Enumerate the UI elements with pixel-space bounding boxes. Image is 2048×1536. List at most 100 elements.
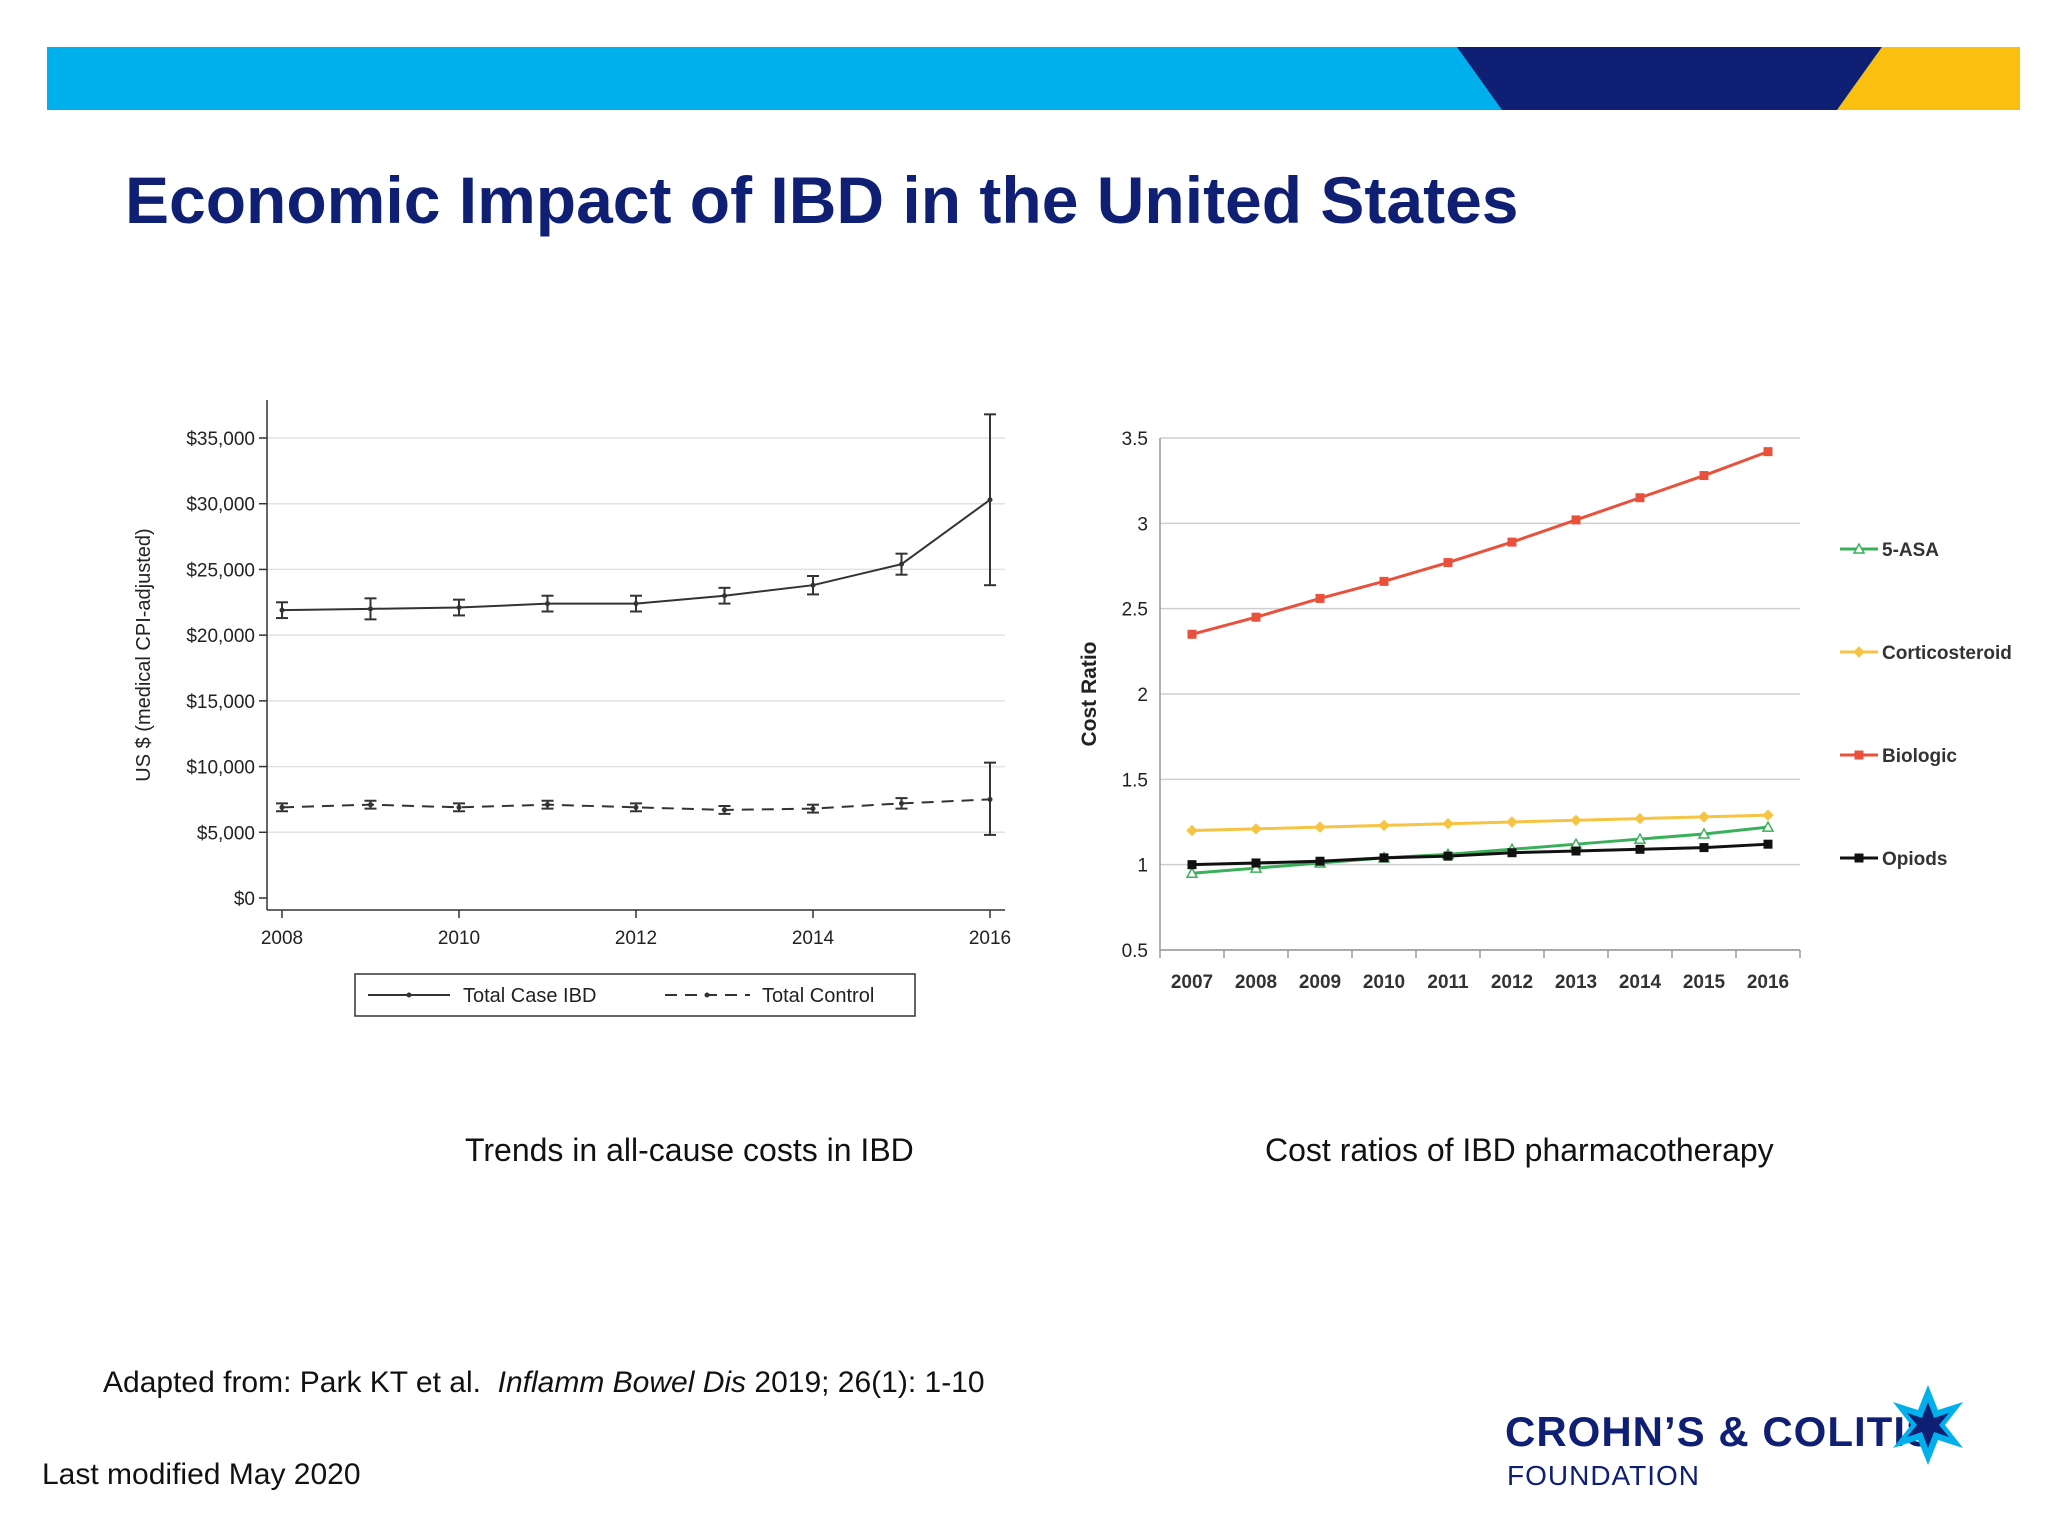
legend-item: Biologic [1840, 746, 1957, 767]
logo-star-icon [1893, 1385, 1963, 1465]
data-point [1635, 844, 1645, 854]
series-biologic [1187, 447, 1773, 639]
data-point [1187, 629, 1197, 639]
data-point [279, 804, 285, 810]
x-tick-label: 2014 [792, 928, 835, 949]
data-point [1634, 812, 1646, 825]
series-corticosteroid [1186, 809, 1774, 837]
y-axis-label: Cost Ratio [1078, 642, 1101, 747]
data-point [1570, 814, 1582, 827]
y-tick-label: $0 [234, 889, 255, 910]
x-tick-label: 2013 [1555, 972, 1597, 993]
y-tick-label: $15,000 [186, 692, 255, 713]
data-point [368, 606, 373, 612]
series-line-biologic [1191, 450, 1769, 636]
x-tick-label: 2010 [1363, 972, 1405, 993]
data-point [279, 607, 285, 613]
data-point [633, 601, 639, 607]
page-title: Economic Impact of IBD in the United Sta… [125, 163, 1519, 237]
series-line-total-control [281, 798, 991, 811]
data-point [899, 800, 904, 806]
cost-trends-chart: $0 $5,000 $10,000 $15,000 $20,000 $25,000 $30,… [133, 400, 1011, 1017]
x-tick-label: 2009 [1299, 972, 1341, 993]
x-tick-label: 2016 [1747, 972, 1789, 993]
y-tick-label: 3 [1137, 514, 1148, 535]
data-point [1507, 537, 1517, 547]
legend-label: Biologic [1882, 746, 1957, 767]
data-point [1314, 821, 1326, 833]
data-point [1761, 820, 1775, 832]
x-tick-label: 2008 [261, 928, 303, 949]
data-point [1762, 809, 1774, 821]
legend-marker [1853, 646, 1865, 658]
y-axis-label: US $ (medical CPI-adjusted) [133, 528, 155, 781]
y-tick-label: $10,000 [186, 758, 255, 779]
x-tick-label: 2007 [1171, 972, 1213, 993]
data-point [545, 601, 550, 607]
series-line-corticosteroid [1191, 813, 1769, 833]
data-point [633, 804, 639, 810]
data-point [722, 807, 727, 813]
y-tick-label: $5,000 [197, 823, 255, 844]
data-point [722, 593, 727, 599]
data-point [1571, 515, 1581, 525]
citation-journal: Inflamm Bowel Dis [497, 1366, 747, 1399]
y-tick-label: $35,000 [186, 429, 255, 450]
data-point [1443, 851, 1453, 861]
data-point [987, 497, 993, 503]
x-tick-label: 2016 [969, 928, 1011, 949]
series-line-opiods [1191, 842, 1769, 867]
data-point [1635, 493, 1645, 503]
data-point [1379, 853, 1389, 863]
x-tick-label: 2011 [1427, 972, 1469, 993]
data-point [1507, 848, 1517, 858]
series-line-total-case-ibd [281, 498, 991, 612]
data-point [810, 806, 816, 812]
x-tick-label: 2015 [1683, 972, 1726, 993]
data-point [1315, 856, 1325, 866]
logo-wordmark: CROHN’S & COLITIS [1505, 1408, 1936, 1455]
data-point [1186, 824, 1198, 837]
data-point [1378, 819, 1390, 832]
legend-label: Opiods [1882, 849, 1947, 870]
data-point [1379, 576, 1389, 586]
data-point [1443, 558, 1453, 568]
banner-navy-band [1457, 47, 1882, 110]
series-5-asa [1185, 820, 1775, 878]
data-point [1251, 612, 1261, 622]
y-tick-label: 1.5 [1122, 770, 1148, 791]
data-point [1571, 846, 1581, 856]
data-point [1187, 860, 1197, 870]
data-point [1699, 471, 1709, 481]
y-tick-label: 3.5 [1122, 429, 1148, 450]
x-tick-label: 2008 [1235, 972, 1277, 993]
data-point [456, 804, 462, 810]
legend-item: Corticosteroid [1840, 643, 2012, 664]
left-chart-caption: Trends in all-cause costs in IBD [465, 1132, 914, 1168]
legend-marker [1854, 853, 1864, 863]
data-point [1698, 811, 1710, 823]
y-tick-label: $20,000 [186, 626, 255, 647]
cost-ratio-chart: 0.5 1 1.5 2 2.5 3 3.5 2007 2008 2009 2010 2011 2012 2… [1078, 429, 2012, 993]
x-tick-label: 2012 [1491, 972, 1533, 993]
x-tick-label: 2010 [438, 928, 480, 949]
data-point [1442, 817, 1454, 830]
data-point [1249, 861, 1263, 873]
y-tick-label: 0.5 [1122, 941, 1148, 962]
right-chart-caption: Cost ratios of IBD pharmacotherapy [1265, 1132, 1774, 1168]
data-point [1697, 827, 1711, 839]
header-banner [47, 47, 2020, 110]
legend-item: Opiods [1840, 849, 1947, 870]
y-tick-label: 2 [1137, 685, 1148, 706]
citation-details: 2019; 26(1): 1-10 [754, 1366, 985, 1399]
logo-subtitle: FOUNDATION [1507, 1460, 1701, 1491]
y-tick-label: 1 [1137, 856, 1148, 877]
series-line-5-asa [1191, 825, 1769, 875]
legend-label: 5-ASA [1882, 540, 1939, 561]
legend-marker [1852, 542, 1866, 554]
data-point [1699, 843, 1709, 853]
last-modified-note: Last modified May 2020 [42, 1458, 361, 1491]
legend-marker [704, 992, 710, 998]
data-point [1250, 823, 1262, 835]
data-point [1763, 839, 1773, 849]
